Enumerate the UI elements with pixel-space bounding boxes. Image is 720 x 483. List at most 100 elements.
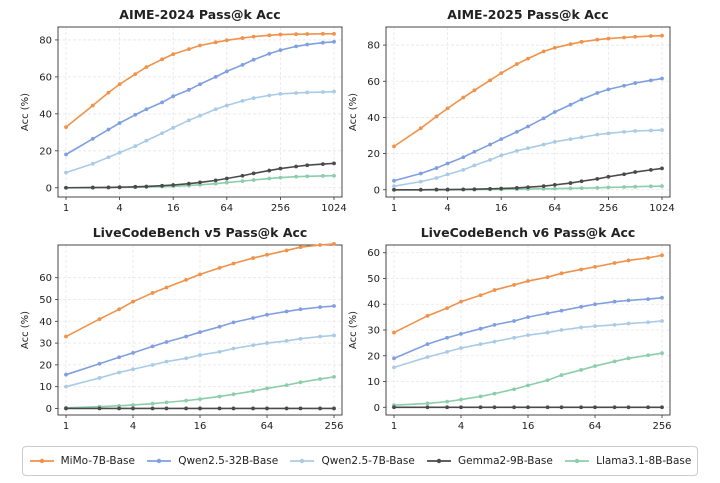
series-gemma2-9b-base — [64, 161, 336, 190]
data-point — [612, 322, 617, 327]
data-point — [318, 243, 322, 247]
x-tick-label: 16 — [167, 203, 180, 214]
data-point — [150, 344, 155, 349]
data-point — [278, 175, 283, 180]
data-point — [445, 349, 449, 354]
data-point — [224, 176, 229, 181]
data-point — [133, 112, 138, 117]
data-point — [488, 158, 492, 162]
series-line — [65, 90, 335, 174]
series-line — [65, 33, 334, 128]
data-point — [305, 90, 310, 95]
y-tick-label: 20 — [367, 351, 380, 362]
data-point — [90, 103, 95, 108]
data-point — [545, 275, 550, 280]
series-qwen2-5-7b-base — [392, 319, 664, 370]
data-point — [526, 56, 530, 61]
data-point — [64, 125, 68, 130]
data-point — [64, 152, 68, 157]
series-line — [65, 40, 335, 156]
series-mimo-7b-base — [64, 242, 336, 339]
data-point — [184, 356, 188, 361]
data-point — [318, 334, 322, 339]
data-point — [445, 161, 450, 166]
data-point — [332, 242, 336, 246]
legend-swatch — [427, 458, 452, 464]
legend-swatch — [290, 458, 315, 464]
data-point — [198, 43, 202, 48]
data-point — [418, 179, 423, 184]
data-point — [541, 186, 546, 191]
data-point — [265, 341, 269, 345]
data-point — [144, 138, 149, 143]
legend-swatch — [565, 458, 590, 464]
data-point — [133, 72, 138, 77]
data-point — [186, 181, 191, 186]
series-line — [393, 129, 663, 187]
data-point — [593, 405, 597, 410]
data-point — [224, 38, 229, 43]
data-point — [184, 406, 188, 411]
data-point — [164, 340, 169, 344]
data-point — [305, 174, 310, 179]
data-point — [552, 45, 557, 50]
data-point — [90, 185, 95, 190]
data-point — [579, 405, 583, 410]
data-point — [660, 351, 664, 356]
data-point — [568, 102, 573, 107]
data-point — [318, 406, 322, 411]
data-point — [294, 174, 298, 179]
data-point — [552, 139, 557, 144]
data-point — [251, 256, 255, 260]
data-point — [459, 299, 463, 304]
data-point — [231, 392, 236, 397]
data-point — [117, 121, 122, 125]
data-point — [512, 283, 516, 287]
series-mimo-7b-base — [392, 33, 664, 149]
y-tick-label: 80 — [39, 35, 52, 46]
y-tick-label: 0 — [46, 404, 52, 415]
series-line — [393, 297, 663, 360]
data-point — [660, 76, 664, 81]
data-point — [512, 335, 516, 340]
data-point — [646, 255, 650, 260]
x-tick-label: 256 — [652, 421, 671, 432]
data-point — [646, 353, 650, 358]
data-point — [648, 34, 653, 38]
data-point — [488, 186, 492, 191]
data-point — [526, 279, 530, 283]
y-tick-label: 40 — [39, 317, 52, 328]
data-point — [622, 83, 626, 88]
y-tick-label: 50 — [367, 274, 380, 285]
data-point — [612, 359, 617, 364]
series-qwen2-5-7b-base — [64, 89, 336, 175]
series-qwen2-5-32b-base — [64, 304, 336, 377]
data-point — [332, 304, 336, 308]
data-point — [106, 90, 111, 95]
data-point — [278, 91, 283, 96]
legend-label: Qwen2.5-32B-Base — [178, 455, 279, 467]
series-mimo-7b-base — [392, 253, 664, 335]
data-point — [198, 113, 202, 118]
data-point — [660, 184, 664, 189]
data-point — [318, 305, 322, 310]
data-point — [106, 127, 111, 132]
data-point — [559, 308, 564, 313]
data-point — [332, 173, 336, 178]
data-point — [568, 42, 573, 47]
series-line — [65, 376, 335, 409]
y-tick-label: 20 — [367, 149, 380, 160]
plot-frame — [57, 26, 343, 198]
data-point — [392, 184, 396, 189]
data-point — [186, 118, 191, 123]
data-point — [284, 383, 289, 388]
data-point — [332, 31, 336, 36]
data-point — [552, 186, 557, 191]
data-point — [559, 373, 564, 377]
data-point — [251, 171, 256, 176]
data-point — [472, 187, 477, 192]
data-point — [251, 178, 256, 182]
data-point — [593, 264, 597, 269]
y-tick-label: 60 — [39, 273, 52, 284]
data-point — [633, 129, 638, 133]
